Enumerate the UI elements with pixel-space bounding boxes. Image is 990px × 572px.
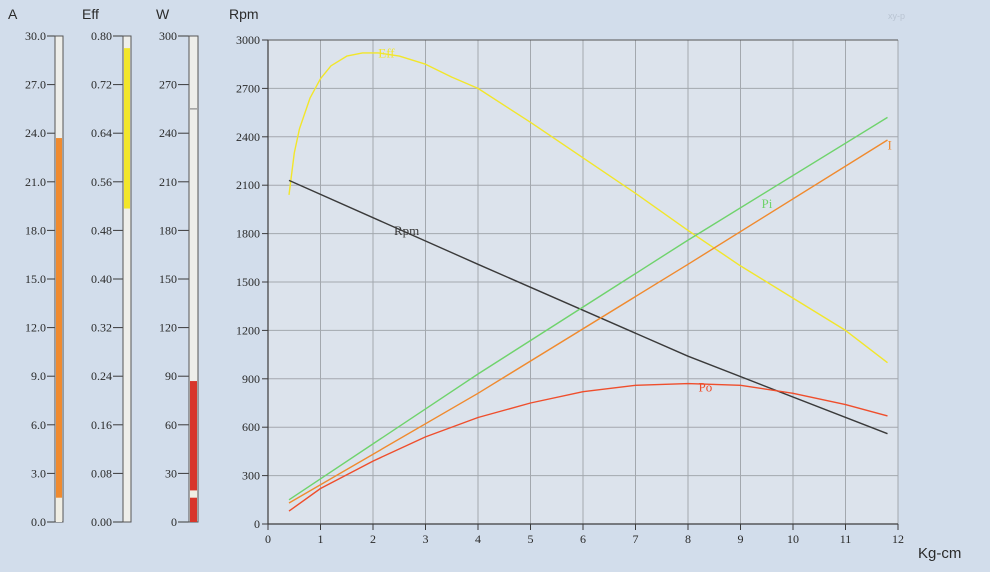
gauge-tick-label: 0.64 [91,126,112,140]
series-label-eff: Eff [378,46,395,61]
plot-area: 0 300 600 900 1200 1500 1800 2100 2400 2700 3000 0 1… [229,6,961,562]
gauge-tick-label: 6.0 [31,418,46,432]
gauge-eff: Eff 0.80 0.72 0.64 0.56 0.48 0.40 0.32 0.24 0.16 0… [82,6,132,529]
series-label-pi: Pi [762,196,773,211]
x-tick-label: 3 [423,532,429,546]
y-tick-label: 1200 [236,323,260,337]
series-label-po: Po [699,380,713,395]
gauge-tick-label: 27.0 [25,78,46,92]
gauge-tick-label: 240 [159,126,177,140]
y-tick-label: 300 [242,469,260,483]
gauge-tick-label: 0.80 [91,29,112,43]
x-tick-label: 0 [265,532,271,546]
gauge-tick-label: 0.24 [91,369,112,383]
gauge-tick-label: 30 [165,466,177,480]
series-line-rpm [288,179,888,435]
y-tick-label: 600 [242,420,260,434]
gauge-bar-segment [190,490,197,498]
gauge-tick-label: 0.72 [91,78,112,92]
y-tick-label: 1500 [236,275,260,289]
series-line-pi [288,116,888,501]
gauge-tick-label: 12.0 [25,321,46,335]
gauge-title: A [8,6,18,22]
gauge-tick-label: 150 [159,272,177,286]
gauge-tick-label: 0.48 [91,223,112,237]
gauge-tick-label: 0.08 [91,466,112,480]
gauge-tick-label: 60 [165,418,177,432]
x-tick-label: 5 [528,532,534,546]
series-line-po [288,382,888,512]
gauge-tick-label: 270 [159,78,177,92]
gauge-panel: A 30.0 27.0 24.0 21.0 18.0 15.0 12.0 9.0 6.0 3.0 0.… [8,6,199,529]
series-label-rpm: Rpm [394,223,419,238]
gauge-tick-label: 300 [159,29,177,43]
y-tick-label: 0 [254,517,260,531]
gauge-bar-frame [122,35,132,523]
watermark: xy-p [888,11,905,21]
y-tick-label: 900 [242,372,260,386]
x-tick-label: 11 [840,532,852,546]
y-axis-title: Rpm [229,6,259,22]
x-tick-label: 9 [738,532,744,546]
gauge-tick-label: 0.00 [91,515,112,529]
x-tick-label: 12 [892,532,904,546]
x-tick-label: 7 [633,532,639,546]
x-tick-label: 8 [685,532,691,546]
series-line-i [288,139,888,504]
gauge-bar-fill [124,48,130,209]
gauge-bar-fill [56,138,62,522]
gauge-tick-label: 0 [171,515,177,529]
series-label-i: I [888,138,892,153]
y-tick-label: 2100 [236,178,260,192]
gauge-title: Eff [82,6,99,22]
gauge-amps: A 30.0 27.0 24.0 21.0 18.0 15.0 12.0 9.0 6.0 3.0 0.… [8,6,64,529]
gauge-tick-label: 30.0 [25,29,46,43]
gauge-tick-label: 0.16 [91,418,112,432]
y-tick-label: 2400 [236,130,260,144]
series-line-eff [288,52,888,364]
gauge-bar-segment [56,497,62,522]
x-tick-label: 1 [318,532,324,546]
gauge-tick-label: 9.0 [31,369,46,383]
gauge-tick-label: 15.0 [25,272,46,286]
x-tick-label: 6 [580,532,586,546]
gauge-tick-label: 0.0 [31,515,46,529]
y-tick-label: 2700 [236,81,260,95]
gauge-tick-label: 24.0 [25,126,46,140]
gauge-title: W [156,6,170,22]
gauge-tick-label: 0.40 [91,272,112,286]
gauge-tick-label: 21.0 [25,175,46,189]
gauge-tick-label: 120 [159,321,177,335]
gauge-tick-label: 210 [159,175,177,189]
gauge-tick-label: 0.56 [91,175,112,189]
gauge-tick-label: 180 [159,223,177,237]
y-tick-label: 1800 [236,227,260,241]
gauge-tick-label: 3.0 [31,466,46,480]
x-tick-label: 2 [370,532,376,546]
x-axis-title: Kg-cm [918,545,961,562]
gauge-tick-label: 18.0 [25,223,46,237]
x-tick-label: 4 [475,532,481,546]
y-tick-label: 3000 [236,33,260,47]
gauge-bar-fill [190,381,197,522]
x-tick-label: 10 [787,532,799,546]
gauge-tick-label: 0.32 [91,321,112,335]
gauge-tick-label: 90 [165,369,177,383]
